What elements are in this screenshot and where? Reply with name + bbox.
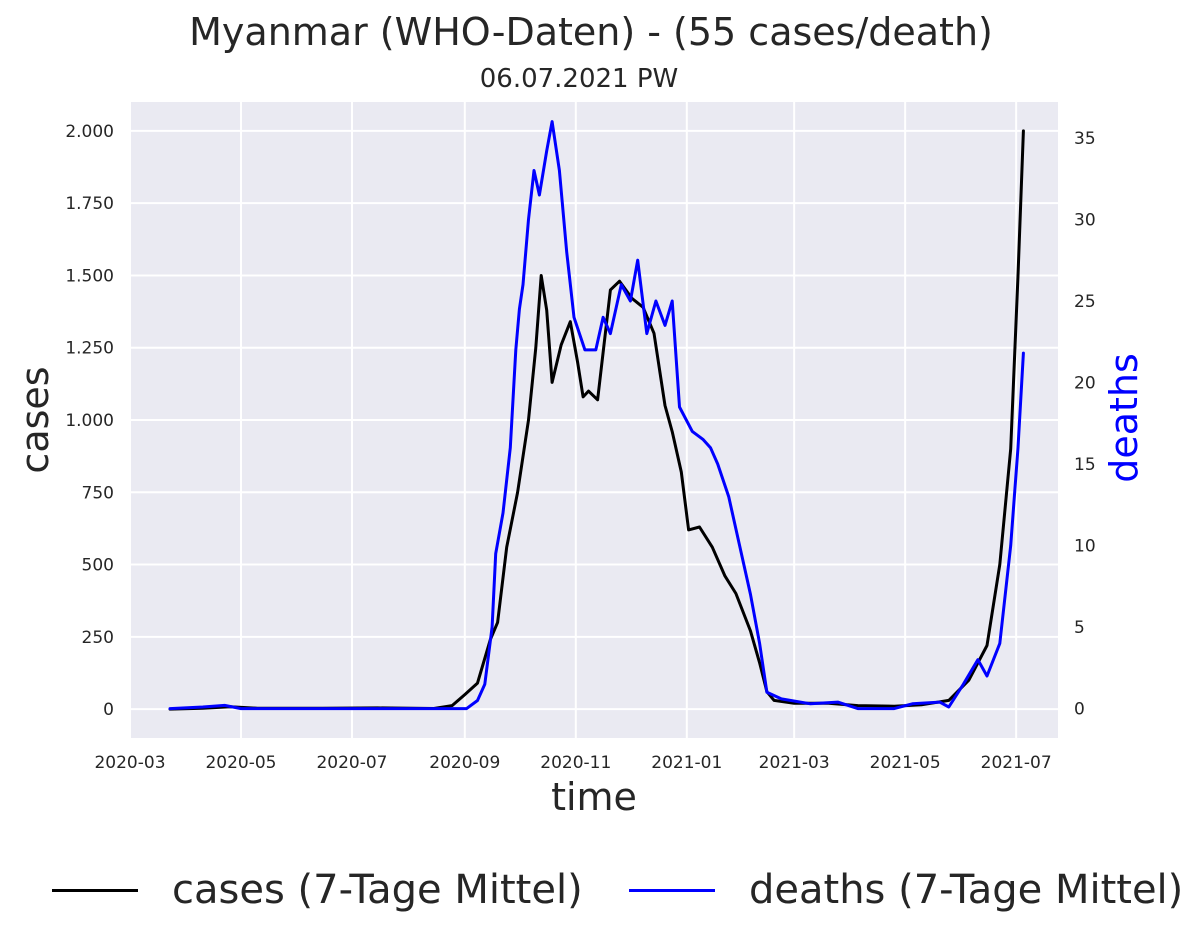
x-tick-label: 2021-05: [870, 753, 941, 773]
y-tick-label: 750: [82, 483, 114, 503]
y-tick-label: 2.000: [65, 122, 114, 142]
x-tick-label: 2021-07: [981, 753, 1052, 773]
y2-tick-label: 25: [1074, 292, 1096, 312]
y-tick-label: 1.000: [65, 411, 114, 431]
y2-tick-label: 15: [1074, 455, 1096, 475]
y-tick-label: 0: [103, 700, 114, 720]
y-tick-label: 1.750: [65, 194, 114, 214]
x-axis-label: time: [551, 775, 637, 819]
x-tick-label: 2020-03: [94, 753, 165, 773]
x-tick-label: 2020-11: [540, 753, 611, 773]
x-tick-label: 2020-07: [316, 753, 387, 773]
chart-title: Myanmar (WHO-Daten) - (55 cases/death): [189, 10, 993, 54]
legend: cases (7-Tage Mittel) deaths (7-Tage Mit…: [0, 862, 1182, 918]
y-tick-label: 1.500: [65, 266, 114, 286]
y2-tick-label: 10: [1074, 537, 1096, 557]
legend-item-cases: cases (7-Tage Mittel): [52, 862, 583, 918]
y2-tick-label: 0: [1074, 700, 1085, 720]
plot-svg: 2020-03 2020-05 2020-07 2020-09 2020-11 2021-…: [13, 102, 1146, 819]
x-tick-label: 2021-03: [759, 753, 830, 773]
legend-label-cases: cases (7-Tage Mittel): [172, 867, 583, 913]
y2-tick-label: 30: [1074, 210, 1096, 230]
y-tick-label: 500: [82, 556, 114, 576]
y2-tick-label: 35: [1074, 129, 1096, 149]
y-tick-label: 250: [82, 628, 114, 648]
y2-tick-label: 20: [1074, 373, 1096, 393]
legend-item-deaths: deaths (7-Tage Mittel): [629, 862, 1182, 918]
tick-labels: 2020-03 2020-05 2020-07 2020-09 2020-11 2021-…: [65, 122, 1095, 773]
chart-subtitle: 06.07.2021 PW: [479, 64, 679, 94]
deaths-series-line: [168, 120, 1025, 711]
series-lines: [168, 120, 1025, 711]
y-tick-label: 1.250: [65, 339, 114, 359]
legend-label-deaths: deaths (7-Tage Mittel): [749, 867, 1182, 913]
x-tick-label: 2020-05: [205, 753, 276, 773]
y-axis-label: cases: [13, 366, 57, 473]
legend-swatch-deaths: [629, 888, 715, 892]
y2-tick-label: 5: [1074, 618, 1085, 638]
legend-swatch-cases: [52, 888, 138, 892]
x-tick-label: 2021-01: [651, 753, 722, 773]
y2-axis-label: deaths: [1102, 353, 1146, 483]
gridlines: [129, 102, 1058, 738]
x-tick-label: 2020-09: [429, 753, 500, 773]
